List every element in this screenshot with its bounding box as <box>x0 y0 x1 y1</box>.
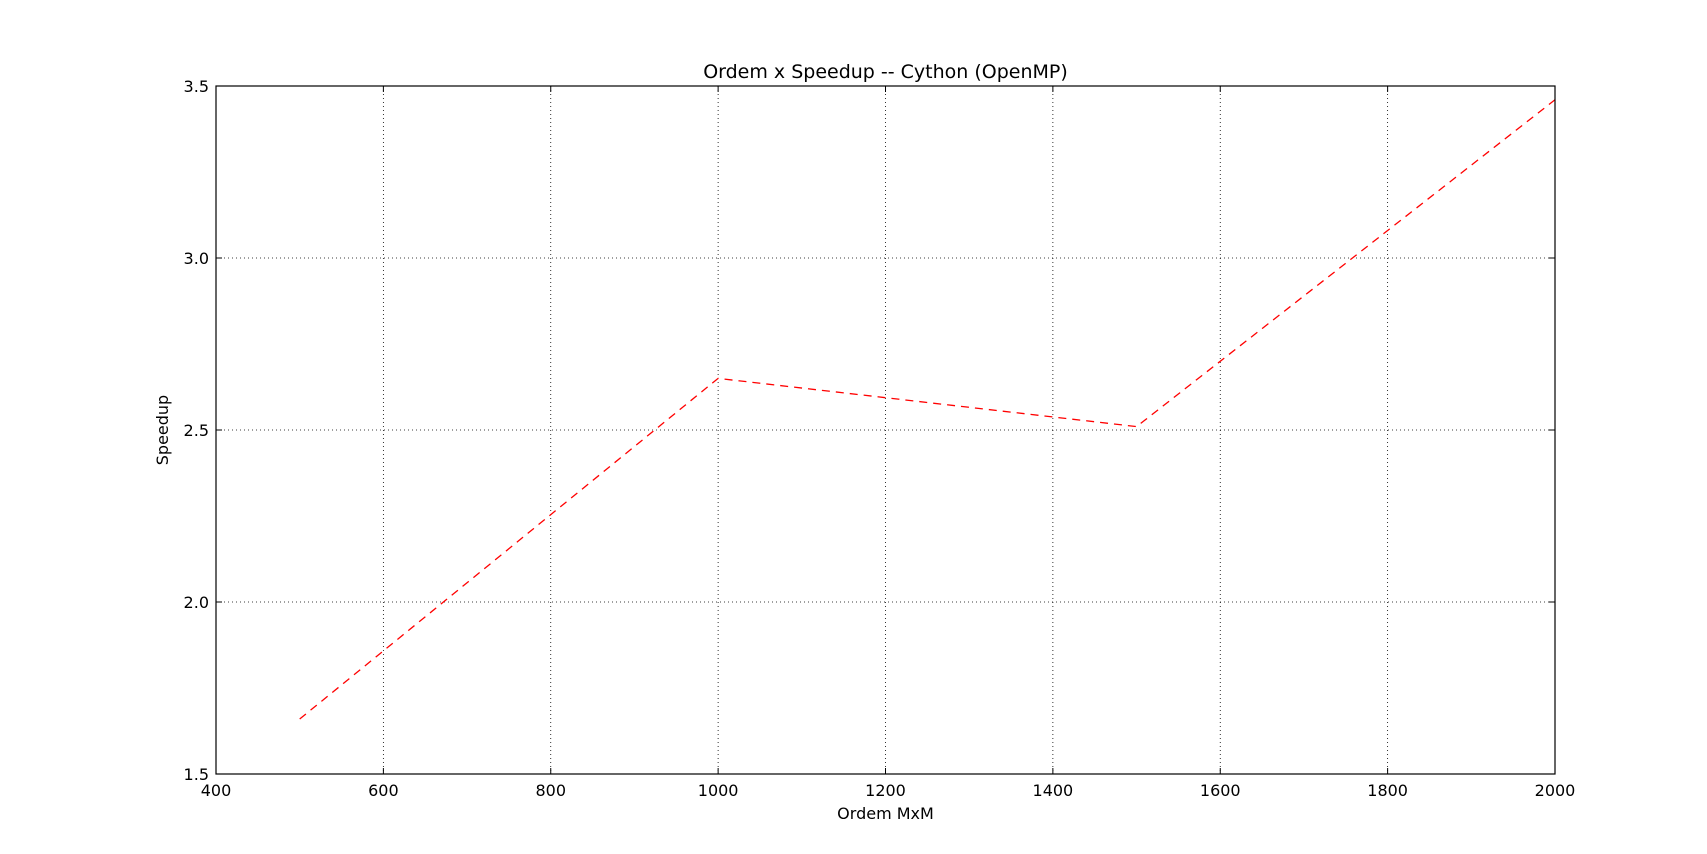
x-tick-label: 1600 <box>1200 781 1241 800</box>
y-axis-label: Speedup <box>153 395 172 465</box>
x-tick-label: 400 <box>201 781 232 800</box>
tick-labels: 400 600 800 1000 1200 1400 1600 1800 2000 1.5 2.0 2… <box>184 77 1576 800</box>
series-line <box>299 99 1556 720</box>
y-tick-label: 1.5 <box>184 765 209 784</box>
chart-title: Ordem x Speedup -- Cython (OpenMP) <box>703 61 1068 83</box>
x-axis-label: Ordem MxM <box>837 804 934 823</box>
y-tick-label: 3.5 <box>184 77 209 96</box>
x-tick-label: 1200 <box>865 781 906 800</box>
x-tick-label: 1000 <box>698 781 739 800</box>
x-tick-label: 2000 <box>1535 781 1576 800</box>
x-tick-label: 1400 <box>1033 781 1074 800</box>
axis-ticks <box>215 85 1556 775</box>
y-tick-label: 2.0 <box>184 593 209 612</box>
x-tick-label: 600 <box>368 781 399 800</box>
x-tick-label: 800 <box>535 781 566 800</box>
x-tick-label: 1800 <box>1367 781 1408 800</box>
series-layer <box>299 99 1556 720</box>
y-tick-label: 3.0 <box>184 249 209 268</box>
y-tick-label: 2.5 <box>184 421 209 440</box>
